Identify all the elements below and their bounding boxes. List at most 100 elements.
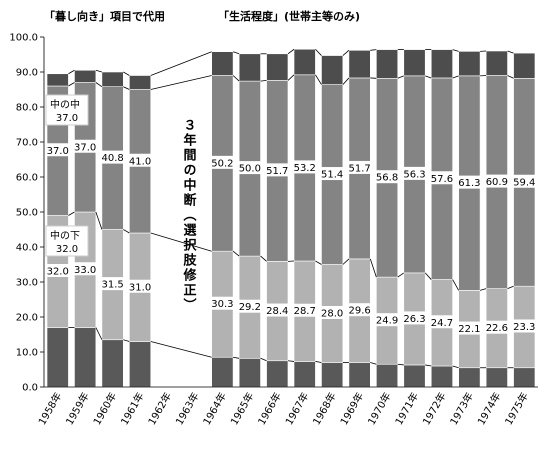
bar-segment: [46, 327, 69, 388]
interruption-note: ３年間の中断（選択肢修正）: [181, 118, 198, 313]
connector-line: [150, 232, 212, 252]
x-tick-label: 1968年: [310, 390, 339, 427]
y-tick-label: 20.0: [16, 313, 38, 324]
connector-line: [123, 86, 130, 90]
connector-line: [123, 229, 130, 234]
connector-line: [287, 360, 295, 362]
box-middle-lower: 中の下: [45, 225, 89, 257]
bar-segment: [376, 363, 399, 388]
box-middle-middle: 中の中: [45, 94, 89, 126]
data-label-bg: [100, 277, 125, 291]
connector-line: [95, 82, 103, 88]
connector-line: [425, 364, 432, 367]
bar-segment: [129, 75, 152, 90]
connector-line: [424, 272, 432, 280]
y-tick-label: 90.0: [16, 68, 38, 79]
data-label: 28.0: [321, 309, 343, 320]
data-label: 28.7: [294, 306, 316, 317]
data-label-bg: [45, 143, 70, 157]
connector-line: [315, 260, 322, 265]
data-label: 24.9: [376, 316, 398, 327]
data-label: 29.6: [348, 306, 370, 317]
connector-line: [315, 48, 322, 56]
bar-segment: [458, 367, 481, 388]
x-tick-label: 1958年: [35, 390, 64, 427]
x-tick-label: 1975年: [502, 390, 531, 427]
y-tick-label: 0.0: [22, 383, 38, 394]
x-tick-label: 1973年: [447, 390, 476, 427]
box-middle-lower-value: 32.0: [56, 244, 78, 255]
connector-line: [315, 74, 322, 85]
data-label-bg: [45, 264, 70, 277]
x-tick-label: 1969年: [337, 390, 366, 427]
bar-segment: [513, 52, 536, 79]
data-label-bg: [484, 320, 509, 334]
connector-line: [397, 363, 404, 366]
connector-line: [95, 69, 103, 73]
bar-segment: [238, 357, 261, 388]
data-label-bg: [320, 167, 345, 181]
data-label: 28.4: [266, 306, 288, 317]
connector-line: [369, 258, 377, 278]
x-tick-label: 1961年: [118, 390, 147, 427]
data-label-bg: [375, 170, 400, 184]
x-tick-label: 1964年: [200, 390, 229, 427]
header-left: 「暮し向き」項目で代用: [44, 9, 165, 23]
connector-line: [260, 255, 267, 262]
data-label: 31.0: [129, 282, 151, 293]
data-label: 41.0: [129, 156, 151, 167]
connector-line: [123, 71, 130, 76]
x-tick-label: 1967年: [282, 390, 311, 427]
data-label: 33.0: [74, 265, 96, 276]
data-label: 26.3: [403, 314, 425, 325]
connector-line: [150, 75, 212, 90]
data-label-bg: [375, 313, 400, 327]
bar-segment: [238, 53, 261, 82]
data-label-bg: [292, 160, 317, 174]
connector-line: [150, 51, 212, 76]
connector-line: [232, 75, 240, 82]
x-tick-label: 1965年: [227, 390, 256, 427]
bar-segment: [321, 362, 344, 388]
y-tick-label: 70.0: [16, 138, 38, 149]
bar-segment: [430, 365, 453, 388]
x-tick-label: 1972年: [420, 390, 449, 427]
data-label-bg: [210, 155, 235, 169]
connector-line: [315, 361, 322, 363]
data-label-bg: [429, 315, 454, 329]
connector-line: [342, 49, 350, 56]
data-label-bg: [347, 160, 372, 174]
data-label: 40.8: [101, 153, 123, 164]
connector-line: [342, 77, 350, 85]
connector-line: [342, 258, 350, 265]
bar-segment: [101, 71, 124, 87]
bar-segment: [376, 49, 399, 79]
connector-line: [287, 74, 295, 81]
data-label-bg: [402, 311, 427, 325]
connector-line: [260, 80, 267, 82]
data-label: 51.7: [266, 166, 288, 177]
y-tick-label: 40.0: [16, 243, 38, 254]
connector-line: [452, 49, 459, 52]
data-label: 56.8: [376, 173, 398, 184]
data-label: 61.3: [458, 178, 480, 189]
data-label-bg: [484, 174, 509, 188]
y-axis: 0.0 10.0 20.0 30.0 40.0 50.0 60.0 70.0 80.0 90.0 1…: [9, 33, 45, 394]
bar-segment: [348, 362, 371, 388]
bar-segment: [266, 360, 289, 388]
y-tick-label: 50.0: [16, 208, 38, 219]
connector-line: [123, 339, 130, 342]
data-label-bg: [237, 161, 262, 175]
connector-line: [68, 211, 75, 216]
data-label-bg: [320, 306, 345, 319]
data-label-bg: [210, 296, 235, 310]
data-label: 37.0: [47, 146, 69, 157]
data-label-bg: [292, 303, 317, 317]
x-tick-label: 1962年: [145, 390, 174, 427]
data-label: 59.4: [513, 177, 535, 188]
data-label: 22.1: [458, 324, 480, 335]
connector-line: [507, 50, 514, 54]
data-label-bg: [402, 166, 427, 180]
data-label: 22.6: [486, 323, 508, 334]
